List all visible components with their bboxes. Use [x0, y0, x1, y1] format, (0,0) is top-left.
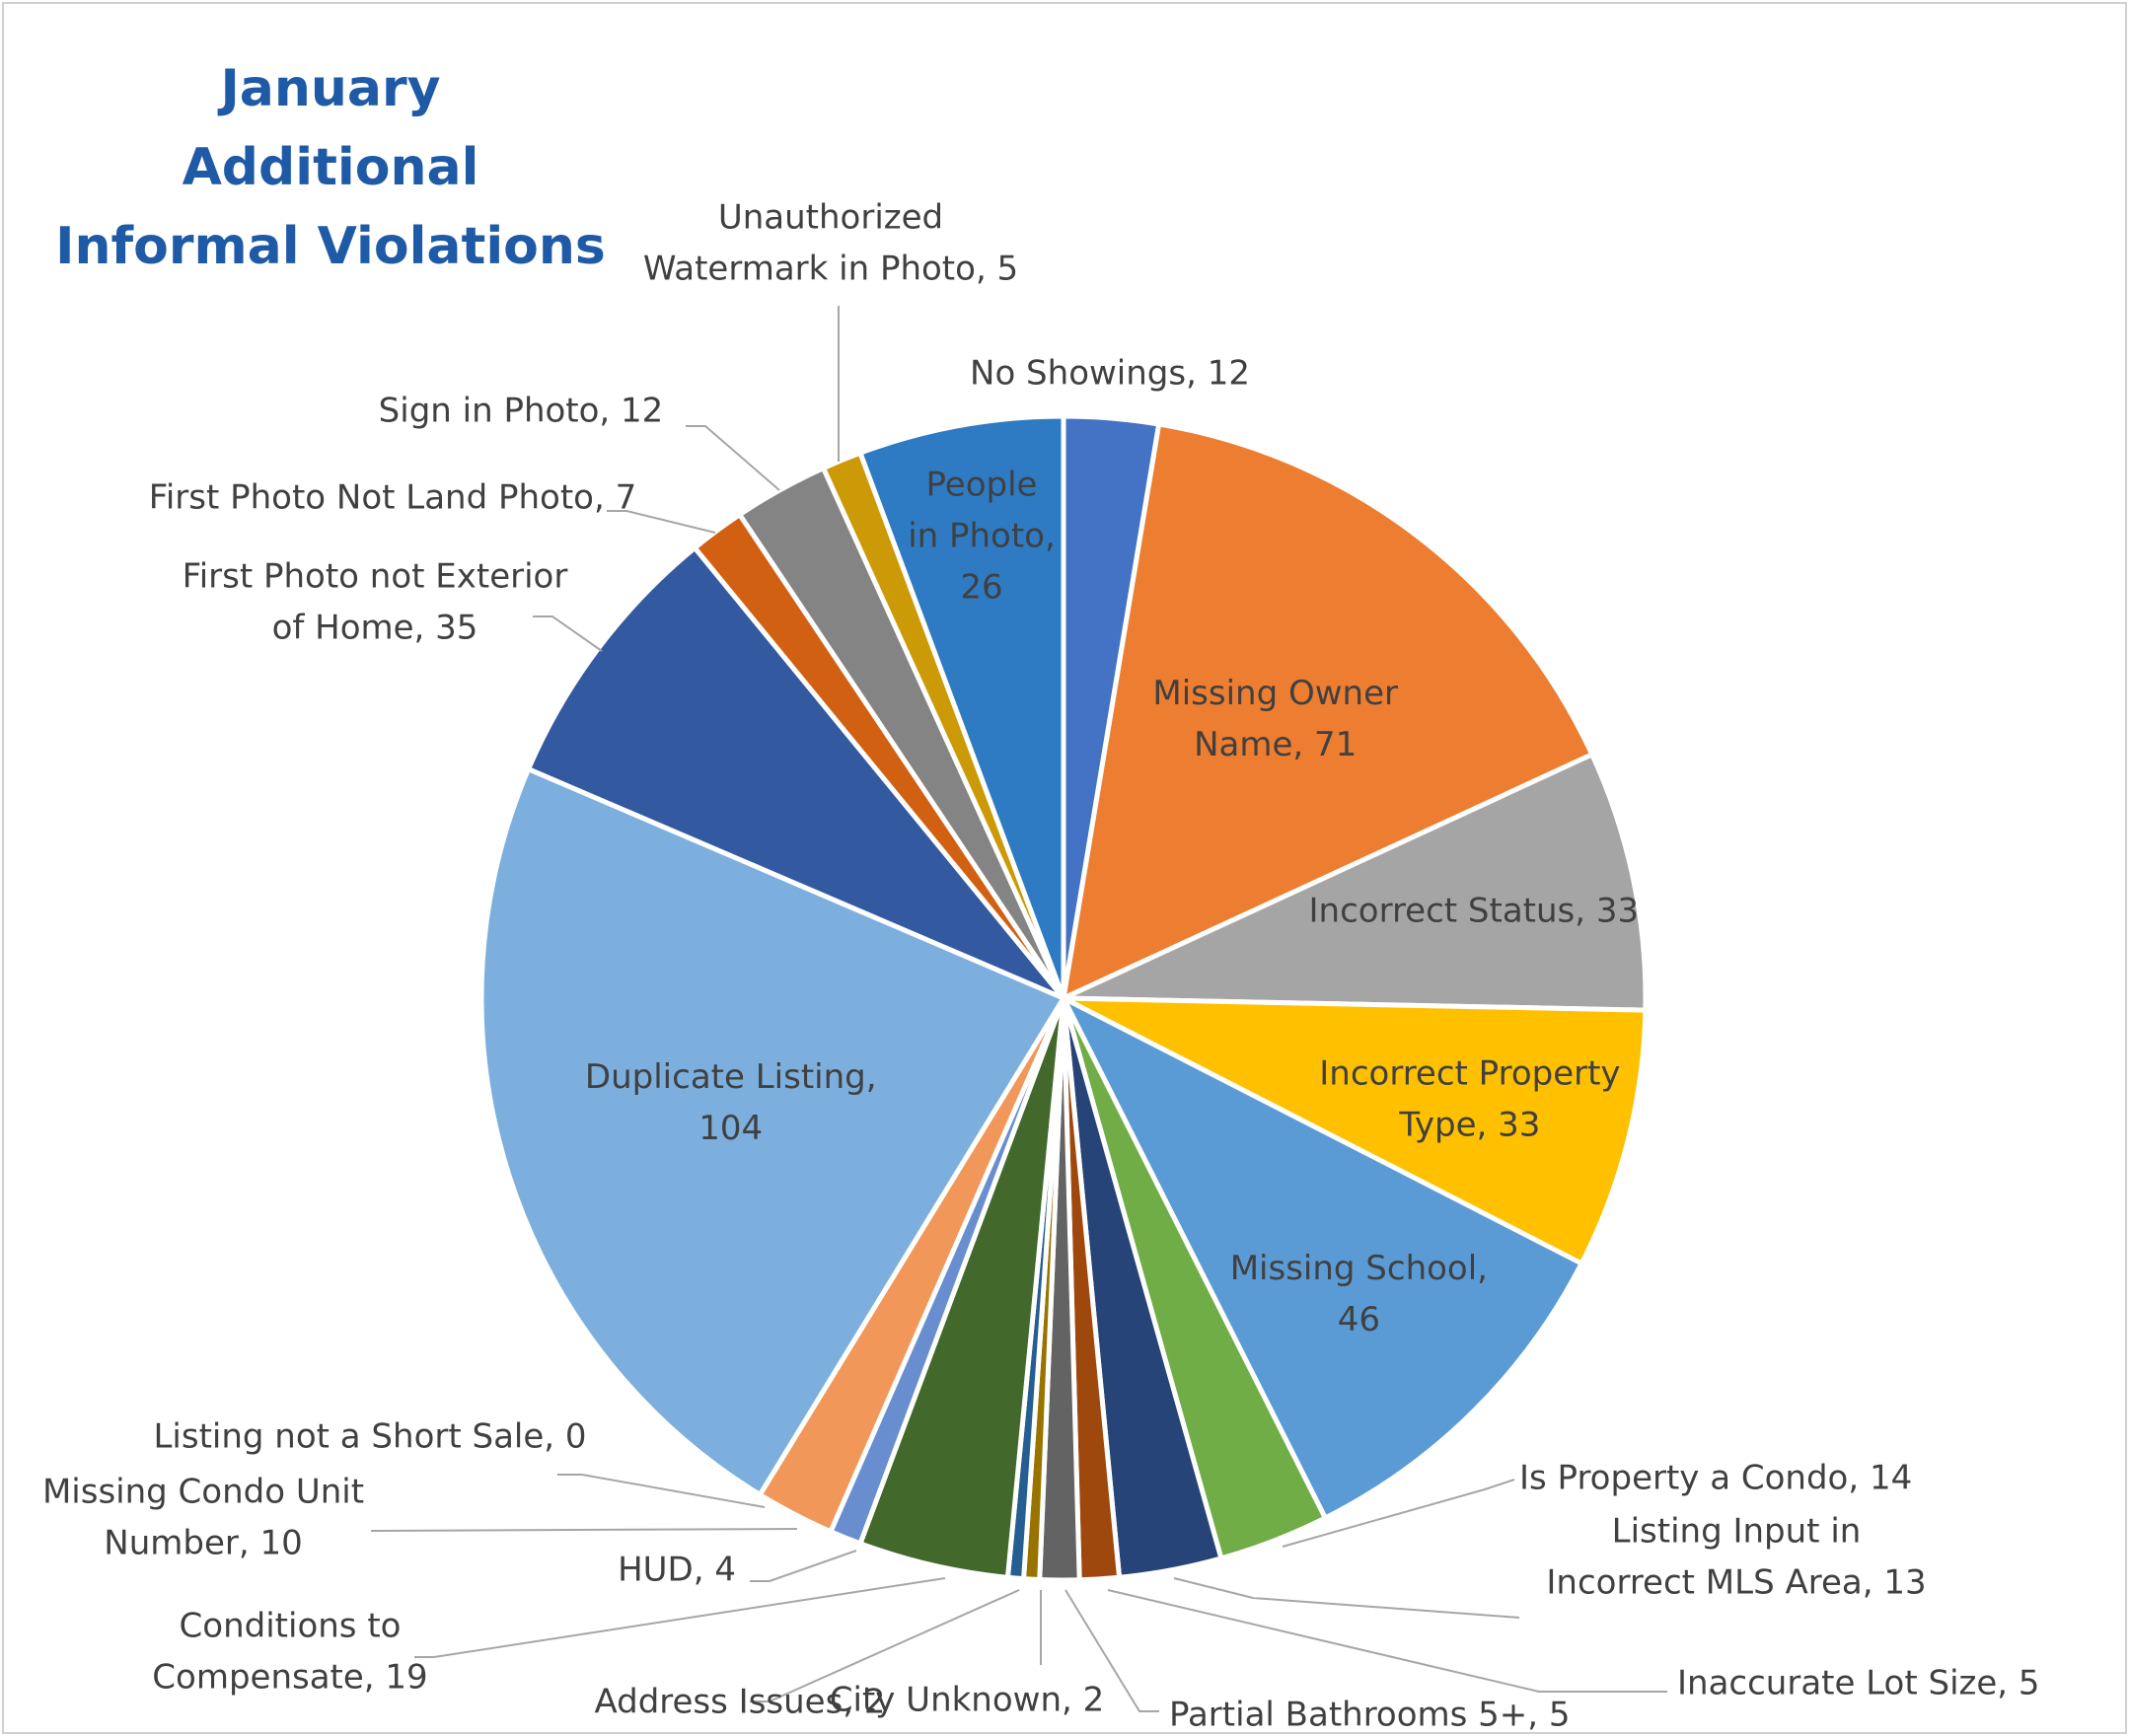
data-label-is-property-a-condo: Is Property a Condo, 14 [1519, 1459, 1912, 1498]
data-label-duplicate-listing: Duplicate Listing, 104 [585, 1057, 877, 1148]
data-label-unauthorized-watermark-in-photo: Unauthorized Watermark in Photo, 5 [643, 198, 1018, 289]
leader-line-sign-in-photo [686, 425, 780, 491]
leader-line-conditions-to-compensate [414, 1577, 946, 1658]
leader-line-hud [750, 1550, 857, 1582]
data-label-first-photo-not-exterior-of-home: First Photo not Exterior of Home, 35 [183, 557, 568, 648]
data-label-first-photo-not-land-photo: First Photo Not Land Photo, 7 [149, 478, 636, 518]
leader-line-partial-bathrooms-5 [1064, 1589, 1159, 1712]
data-label-missing-condo-unit-number: Missing Condo Unit Number, 10 [42, 1473, 364, 1563]
data-label-missing-school: Missing School, 46 [1230, 1249, 1488, 1339]
data-label-inaccurate-lot-size: Inaccurate Lot Size, 5 [1677, 1664, 2040, 1703]
pie-slice-people-in-photo [857, 413, 1066, 1001]
leader-line-listing-not-a-short-sale [557, 1474, 766, 1508]
chart-title: January Additional Informal Violations [39, 49, 622, 286]
data-label-no-showings: No Showings, 12 [970, 354, 1250, 394]
pie-slices [478, 413, 1649, 1583]
chart-title-line-2: Additional [182, 138, 479, 197]
leader-line-is-property-a-condo [1282, 1479, 1515, 1548]
data-label-listing-input-in-incorrect-mls-area: Listing Input in Incorrect MLS Area, 13 [1546, 1512, 1926, 1603]
data-label-people-in-photo: People in Photo, 26 [908, 466, 1056, 608]
data-label-incorrect-status: Incorrect Status, 33 [1309, 892, 1640, 931]
chart-title-line-1: January [220, 59, 441, 118]
data-label-partial-bathrooms-5: Partial Bathrooms 5+, 5 [1169, 1696, 1571, 1735]
leader-line-listing-input-in-incorrect-mls-area [1173, 1577, 1520, 1619]
leader-line-first-photo-not-exterior-of-home [533, 615, 603, 652]
data-label-city-unknown: City Unknown, 2 [830, 1681, 1105, 1720]
data-label-listing-not-a-short-sale: Listing not a Short Sale, 0 [153, 1417, 586, 1457]
pie-slice-missing-owner-name [1061, 421, 1595, 1001]
data-labels: No Showings, 12 Missing Owner Name, 71 Inco… [42, 198, 2040, 1735]
leader-lines [370, 306, 1667, 1712]
data-label-conditions-to-compensate: Conditions to Compensate, 19 [152, 1607, 427, 1698]
pie-slice-missing-school [1061, 995, 1584, 1521]
data-label-missing-owner-name: Missing Owner Name, 71 [1152, 674, 1398, 764]
data-label-hud: HUD, 4 [618, 1551, 736, 1590]
data-label-address-issues: Address Issues, 2 [594, 1683, 885, 1722]
leader-line-inaccurate-lot-size [1107, 1589, 1667, 1693]
leader-line-missing-condo-unit-number [370, 1528, 798, 1532]
pie-slice-incorrect-status [1061, 752, 1649, 1013]
leader-line-first-photo-not-land-photo [607, 510, 716, 534]
chart-title-line-3: Informal Violations [55, 217, 606, 276]
pie-slice-duplicate-listing [478, 766, 1066, 1497]
data-label-incorrect-property-type: Incorrect Property Type, 33 [1319, 1053, 1620, 1144]
pie-slice-incorrect-property-type [1061, 995, 1649, 1266]
leader-line-address-issues [750, 1589, 1020, 1702]
data-label-sign-in-photo: Sign in Photo, 12 [379, 392, 664, 431]
